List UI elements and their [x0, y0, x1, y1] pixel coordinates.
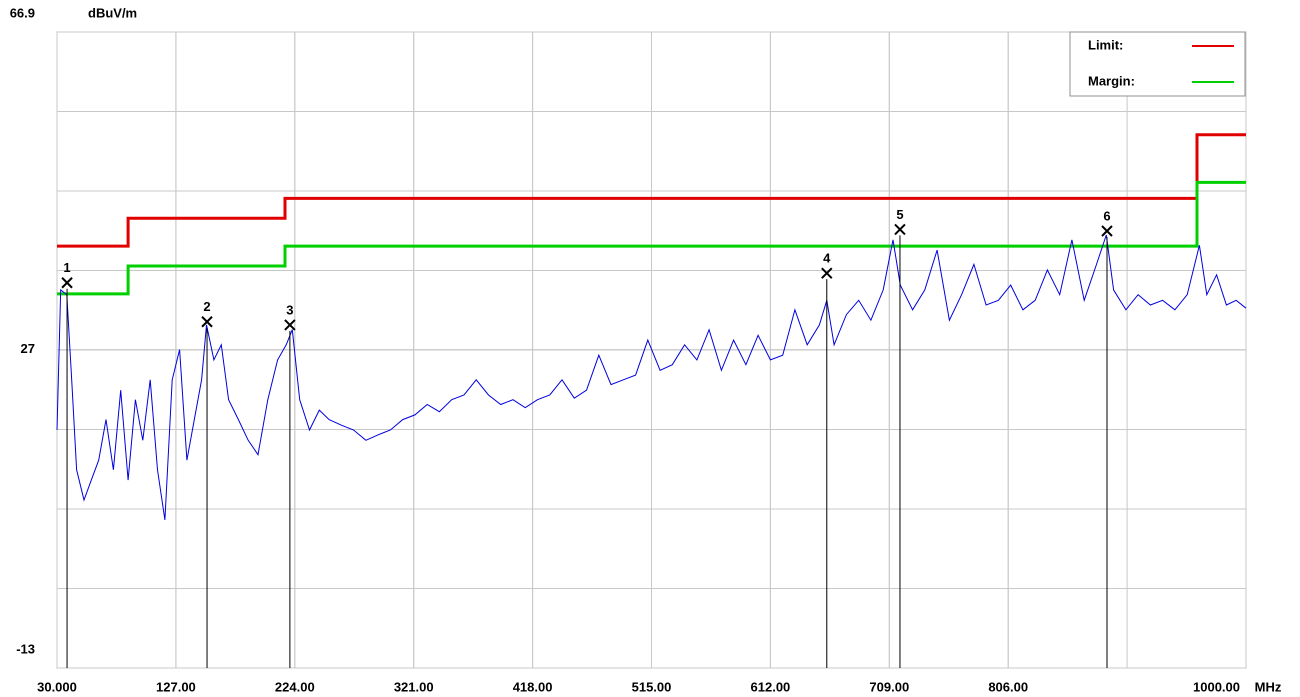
x-tick-label: 418.00 — [513, 679, 553, 694]
marker-label: 4 — [823, 251, 831, 266]
marker-label: 5 — [896, 207, 903, 222]
x-tick-label: 127.00 — [156, 679, 196, 694]
legend-box — [1069, 31, 1246, 97]
marker — [1101, 225, 1113, 237]
x-tick-label: 30.000 — [37, 679, 77, 694]
marker-label: 2 — [203, 299, 210, 314]
x-tick-label: 806.00 — [988, 679, 1028, 694]
x-tick-label: 321.00 — [394, 679, 434, 694]
y-tick-label: -13 — [16, 641, 35, 656]
y-tick-label: 27 — [21, 341, 35, 356]
x-tick-label: 709.00 — [869, 679, 909, 694]
legend-label: Limit: — [1088, 37, 1123, 52]
legend-label: Margin: — [1088, 73, 1135, 88]
marker — [284, 319, 296, 331]
marker-label: 3 — [286, 302, 293, 317]
x-tick-label: 224.00 — [275, 679, 315, 694]
marker — [821, 267, 833, 279]
x-tick-label: 612.00 — [751, 679, 791, 694]
limit-line — [57, 133, 1246, 248]
x-unit: MHz — [1255, 679, 1282, 694]
trace — [56, 234, 1247, 520]
marker-label: 1 — [63, 260, 70, 275]
limit-line — [57, 180, 1246, 296]
x-tick-label: 515.00 — [632, 679, 672, 694]
marker-label: 6 — [1103, 208, 1110, 223]
marker — [201, 316, 213, 328]
marker — [894, 223, 906, 236]
y-unit: dBuV/m — [88, 5, 137, 20]
y-tick-label: 66.9 — [10, 5, 35, 20]
x-tick-label: 1000.00 — [1193, 679, 1240, 694]
marker — [61, 277, 73, 289]
